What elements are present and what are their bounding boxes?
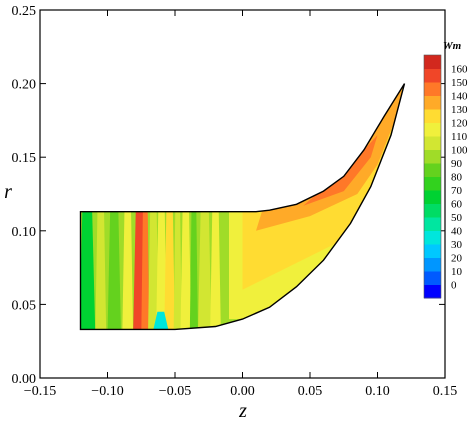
legend-label: 150 [451,77,468,89]
x-tick-label: −0.10 [91,384,123,399]
legend-label: 10 [451,266,463,278]
x-tick-label: 0.00 [230,384,255,399]
legend-label: 50 [451,212,463,224]
legend-label: 70 [451,185,463,197]
x-tick-label: 0.15 [433,384,458,399]
x-tick-label: −0.05 [159,384,191,399]
legend-swatch [424,109,441,123]
legend-label: 140 [451,91,468,103]
y-axis-ticks: 0.00 0.05 0.10 0.15 0.20 0.25 [12,4,445,387]
legend-swatch [424,163,441,177]
legend-swatch [424,95,441,110]
legend-label: 30 [451,239,463,251]
legend-label: 60 [451,199,463,211]
legend-border [423,54,442,299]
field-stripe [189,208,198,330]
field-light-yellow [242,83,405,290]
field-stripe [148,208,159,330]
field-stripe [95,208,107,330]
field-stripe [107,208,121,330]
x-tick-label: 0.10 [365,384,390,399]
legend-label: 90 [451,158,463,170]
legend-swatch [424,55,441,69]
domain-outline [79,83,406,331]
field-red-orange-zone [303,135,378,206]
y-tick-label: 0.20 [12,78,37,93]
legend-label: 160 [451,64,468,76]
field-stripe [156,208,167,330]
x-axis-title: z [238,400,247,422]
legend-swatch [424,68,441,83]
contour-field [80,83,405,330]
legend-swatch [424,190,441,204]
legend-swatch [424,203,441,218]
y-tick-label: 0.05 [12,298,37,313]
legend-swatch [424,149,441,164]
x-axis-ticks: −0.15 −0.10 −0.05 0.00 0.05 0.10 0.15 [24,10,457,399]
legend-label: 80 [451,172,463,184]
legend-label: 100 [451,145,468,157]
field-stripe [173,208,182,330]
field-orange-zone [256,83,405,231]
legend-label: 20 [451,253,463,265]
legend-swatch [424,257,441,272]
legend-swatch [424,284,441,299]
y-axis-title: r [4,181,12,203]
legend-swatch [424,217,441,231]
legend-label: 120 [451,118,468,130]
y-tick-label: 0.15 [12,151,37,166]
field-stripe [122,208,134,330]
field-low-spot [153,311,169,330]
y-tick-label: 0.00 [12,372,37,387]
legend-swatch [424,271,441,285]
legend-label: 130 [451,104,468,116]
legend-label: 40 [451,226,463,238]
field-stripe [164,208,175,330]
legend-swatch [424,176,441,191]
x-tick-label: −0.15 [24,384,56,399]
field-stripe [141,208,150,330]
legend-title: Wm [443,40,462,52]
legend-swatch [424,136,441,150]
legend-swatch [424,244,441,258]
field-stripe [198,208,212,330]
y-tick-label: 0.10 [12,225,37,240]
legend-swatch [424,230,441,245]
y-tick-label: 0.25 [12,4,37,19]
field-stripe [180,208,192,330]
legend-label: 110 [451,131,468,143]
legend-label: 0 [451,280,457,292]
x-tick-label: 0.05 [298,384,323,399]
field-stripe [80,208,96,330]
legend-swatch [424,82,441,96]
legend-swatch [424,122,441,137]
field-stripe [210,208,221,330]
